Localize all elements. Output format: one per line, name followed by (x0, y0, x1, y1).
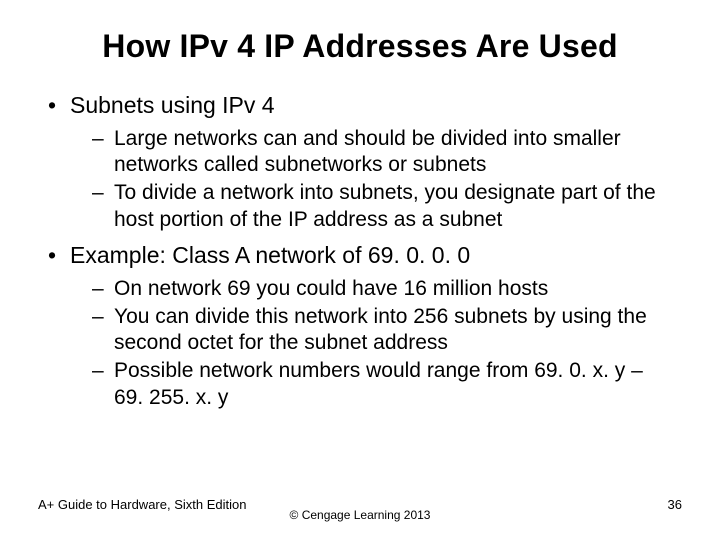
bullet-item: Example: Class A network of 69. 0. 0. 0 … (44, 241, 676, 411)
sub-bullet-item: On network 69 you could have 16 million … (90, 276, 676, 302)
sub-bullet-item: To divide a network into subnets, you de… (90, 180, 676, 233)
sub-bullet-list: Large networks can and should be divided… (70, 126, 676, 233)
sub-bullet-list: On network 69 you could have 16 million … (70, 276, 676, 411)
footer-center: © Cengage Learning 2013 (0, 508, 720, 522)
bullet-text: Example: Class A network of 69. 0. 0. 0 (70, 242, 470, 268)
sub-bullet-item: Large networks can and should be divided… (90, 126, 676, 179)
bullet-item: Subnets using IPv 4 Large networks can a… (44, 91, 676, 233)
bullet-list: Subnets using IPv 4 Large networks can a… (44, 91, 676, 411)
slide: How IPv 4 IP Addresses Are Used Subnets … (0, 0, 720, 540)
footer-right: 36 (668, 497, 682, 512)
sub-bullet-item: You can divide this network into 256 sub… (90, 304, 676, 357)
sub-bullet-item: Possible network numbers would range fro… (90, 358, 676, 411)
bullet-text: Subnets using IPv 4 (70, 92, 275, 118)
slide-title: How IPv 4 IP Addresses Are Used (44, 28, 676, 65)
slide-content: Subnets using IPv 4 Large networks can a… (44, 91, 676, 411)
